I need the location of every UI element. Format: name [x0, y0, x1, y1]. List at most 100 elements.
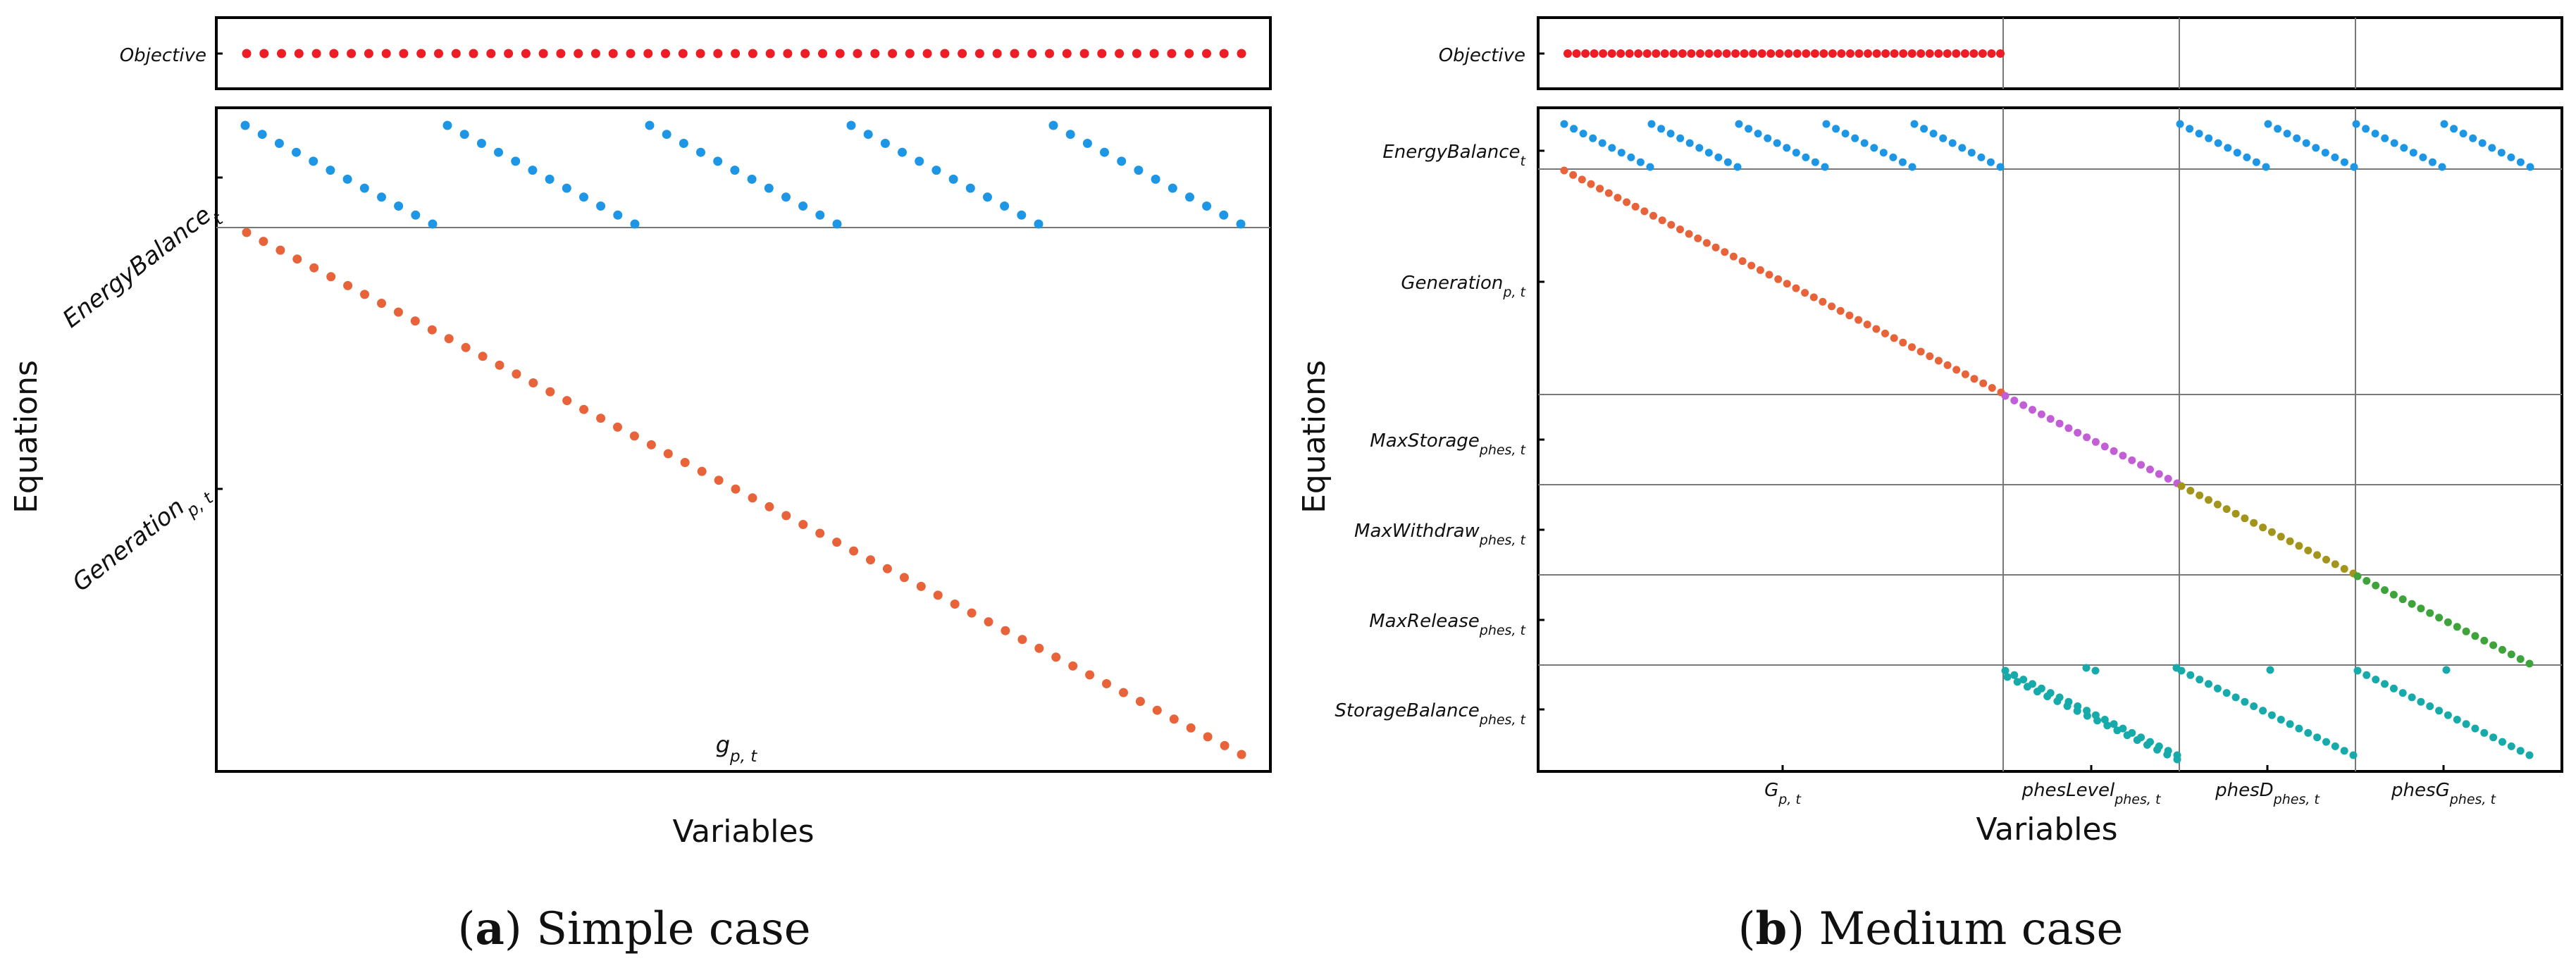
energy-balance-point-b — [2478, 139, 2487, 147]
max-release-point-b — [2507, 650, 2515, 659]
energy-balance-point-a — [528, 166, 538, 175]
generation-point-a — [377, 299, 386, 308]
objective-point-b — [1563, 49, 1572, 58]
generation-point-a — [984, 617, 993, 627]
storage-balance-point-b — [2133, 736, 2141, 744]
caption-b-part-3: Medium case — [1819, 903, 2124, 955]
generation-point-b — [1587, 180, 1595, 188]
generation-point-b — [1640, 207, 1649, 216]
energy-balance-point-b — [2488, 144, 2496, 152]
max-release-point-b — [2516, 655, 2525, 663]
generation-point-a — [882, 564, 892, 573]
xlabel-group-b-1-text: phesLevel — [2021, 780, 2115, 801]
storage-balance-point-b — [2286, 720, 2294, 728]
energy-balance-point-b — [1811, 158, 1819, 166]
generation-point-a — [613, 422, 622, 432]
objective-point-a — [311, 49, 321, 58]
storage-balance-point-b — [2010, 671, 2019, 679]
energy-balance-point-b — [2331, 153, 2339, 161]
objective-point-a — [905, 49, 915, 58]
energy-balance-point-b — [2352, 120, 2360, 128]
energy-balance-point-a — [713, 156, 723, 166]
energy-balance-point-b — [1646, 163, 1654, 171]
energy-balance-point-b — [2507, 153, 2515, 161]
objective-point-a — [1237, 49, 1246, 58]
energy-balance-point-b — [2214, 139, 2222, 147]
energy-balance-point-b — [1560, 120, 1568, 128]
xlabel-group-a: gp, t — [716, 731, 758, 766]
energy-balance-point-a — [1117, 156, 1127, 166]
energy-balance-point-a — [359, 183, 369, 193]
max-release-point-b — [2398, 595, 2407, 604]
storage-balance-point-b — [2113, 726, 2122, 735]
storage-balance-point-b — [2003, 673, 2012, 681]
energy-balance-point-a — [257, 130, 267, 139]
generation-point-a — [950, 600, 960, 609]
objective-point-b — [1987, 49, 1996, 58]
objective-point-a — [504, 49, 514, 58]
caption-a-part-0: ( — [457, 903, 475, 955]
max-storage-point-b — [2164, 475, 2172, 483]
generation-point-a — [933, 590, 943, 600]
storage-balance-point-b — [2033, 688, 2041, 696]
generation-point-a — [714, 476, 724, 485]
storage-balance-point-b — [2053, 697, 2062, 705]
generation-point-a — [697, 466, 707, 476]
objective-point-b — [1943, 49, 1952, 58]
max-withdraw-point-b — [2196, 491, 2204, 499]
objective-point-b — [1828, 49, 1837, 58]
energy-balance-point-b — [1676, 134, 1685, 142]
generation-point-a — [579, 404, 589, 414]
xlabel-group-b-0-text: G — [1764, 780, 1778, 801]
energy-balance-point-b — [1841, 130, 1850, 138]
objective-point-a — [1219, 49, 1229, 58]
energy-balance-point-b — [1647, 120, 1656, 128]
energy-balance-point-b — [1714, 153, 1723, 161]
ylabel-generation-a-text: Generation — [67, 492, 190, 597]
max-release-point-b — [2453, 623, 2461, 631]
energy-balance-point-b — [1870, 144, 1878, 152]
storage-balance-point-b — [2259, 707, 2267, 715]
storage-balance-point-b — [2507, 742, 2515, 750]
energy-balance-point-b — [1783, 144, 1791, 152]
objective-point-a — [835, 49, 845, 58]
generation-point-b — [1694, 234, 1702, 242]
energy-balance-point-a — [1100, 147, 1109, 157]
generation-point-b — [1899, 338, 1907, 347]
energy-balance-point-b — [1657, 125, 1666, 133]
energy-balance-point-b — [1929, 130, 1938, 138]
energy-balance-point-a — [832, 219, 842, 229]
energy-balance-point-b — [2340, 158, 2348, 166]
max-withdraw-point-b — [2267, 528, 2276, 536]
generation-point-a — [1220, 740, 1230, 750]
storage-balance-point-b — [2381, 680, 2389, 688]
generation-point-a — [1085, 670, 1095, 680]
caption-b-part-2: ) — [1787, 903, 1819, 955]
objective-point-b — [1775, 49, 1784, 58]
energy-balance-point-b — [1570, 125, 1578, 133]
storage-balance-point-b — [2001, 666, 2010, 675]
max-withdraw-point-b — [2259, 523, 2267, 532]
objective-point-a — [1079, 49, 1089, 58]
storage-balance-point-b — [2266, 666, 2274, 674]
objective-point-a — [661, 49, 670, 58]
energy-balance-point-b — [2233, 149, 2241, 157]
energy-balance-point-a — [798, 201, 808, 211]
ylabel-row-group-b-0-subscript: t — [1521, 154, 1527, 169]
generation-point-a — [663, 449, 673, 459]
generation-point-b — [1828, 302, 1836, 311]
energy-balance-point-a — [411, 210, 421, 220]
generation-point-a — [343, 280, 353, 290]
generation-point-b — [1872, 325, 1881, 333]
objective-point-b — [1802, 49, 1811, 58]
energy-balance-point-b — [1860, 139, 1869, 147]
energy-balance-point-b — [2186, 125, 2194, 133]
objective-point-a — [870, 49, 880, 58]
objective-point-a — [451, 49, 461, 58]
energy-balance-point-a — [240, 120, 250, 130]
generation-point-b — [1836, 306, 1845, 315]
objective-point-b — [1607, 49, 1616, 58]
storage-balance-point-b — [2213, 684, 2222, 693]
generation-point-a — [1068, 661, 1078, 671]
generation-point-b — [1711, 243, 1720, 251]
